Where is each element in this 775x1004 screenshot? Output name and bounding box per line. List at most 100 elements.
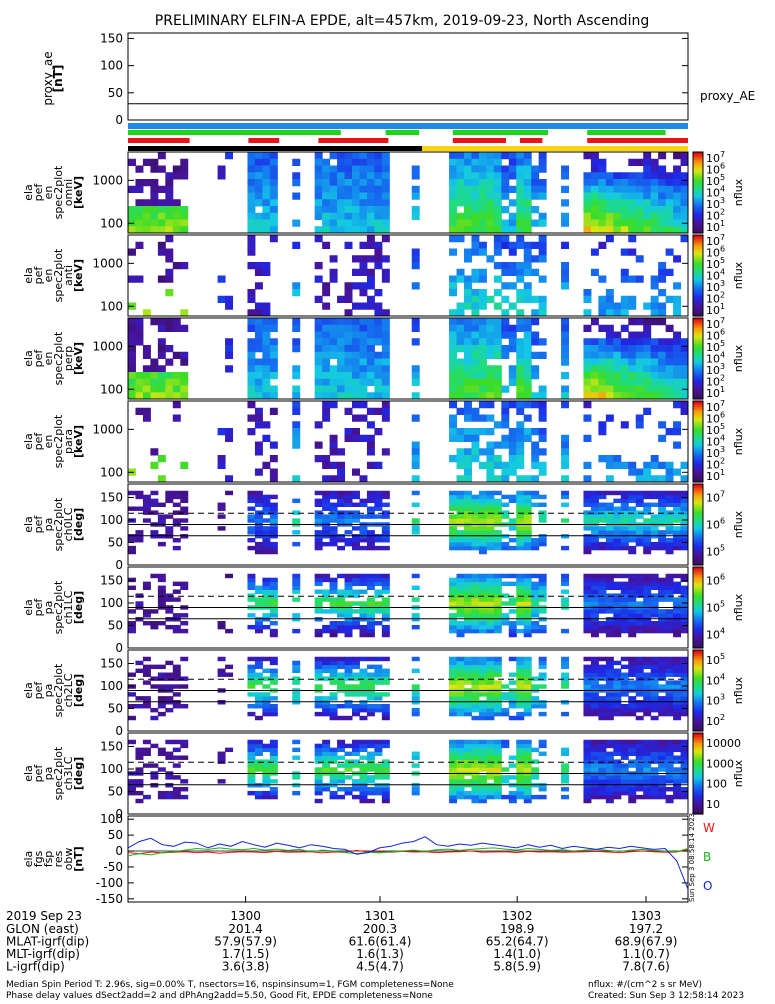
panel-4-cell [150, 448, 159, 456]
panel-1-cell [471, 185, 480, 193]
panel-6-cell [322, 628, 331, 634]
panel-8-cell [352, 779, 360, 784]
panel-5-cell [650, 526, 659, 531]
panel-6-colorbar-seg [693, 589, 703, 592]
panel-8-cell [531, 747, 540, 753]
panel-5-cell [516, 541, 525, 547]
panel-8-cell [374, 747, 383, 753]
panel-1-cell [142, 158, 151, 166]
panel-3-cell [381, 345, 390, 353]
panel-6-colorbar-seg [693, 597, 703, 600]
panel-7-cell [680, 704, 689, 709]
panel-6-cell [172, 597, 181, 602]
panel-1-colorbar-seg [693, 210, 703, 214]
panel-8-cell [269, 790, 278, 796]
panel-3-cell [359, 378, 368, 386]
panel-7-cell [322, 704, 331, 709]
panel-4-cell [478, 401, 487, 409]
panel-2-cell [673, 295, 682, 303]
panel-7-cell [478, 672, 487, 677]
panel-1-colorbar-seg [693, 228, 703, 232]
panel-2-cell [673, 255, 682, 263]
panel-4-cell [381, 448, 390, 456]
panel-8-cell [471, 767, 480, 772]
panel-5-cell [665, 545, 674, 551]
panel-7-cell [635, 680, 644, 685]
panel-6-cell [254, 601, 263, 606]
panel-1-cell [590, 152, 599, 160]
panel-7-cell [486, 715, 495, 721]
panel-8-cell [157, 751, 166, 756]
panel-1-cell [449, 172, 458, 180]
panel-2-cell [292, 282, 301, 290]
panel-8-cell [680, 790, 689, 796]
panel-7-cell [464, 660, 472, 666]
panel-6-cell [464, 593, 472, 598]
panel-5-cell [471, 514, 480, 519]
panel-5-cell [337, 545, 346, 551]
panel-6-cell [673, 624, 682, 630]
panel-4-cell [508, 468, 517, 476]
panel-2-cell [217, 295, 226, 303]
panel-4-cell [598, 421, 607, 429]
panel-3-cell [359, 345, 368, 353]
panel-8-cell [590, 755, 599, 760]
panel-3-cell [381, 385, 390, 393]
panel-8-cell [613, 767, 622, 772]
panel-8-cell [680, 787, 689, 792]
panel-8-cell [165, 755, 174, 760]
panel-3-cell [516, 358, 525, 366]
panel-3-cell [471, 358, 480, 366]
panel-5-cell [374, 498, 383, 504]
panel-8-cell [269, 759, 278, 764]
panel-5-cell [516, 514, 525, 519]
panel-1-cell [523, 158, 532, 166]
panel-3-cell [486, 345, 495, 353]
panel-5-cell [344, 490, 353, 496]
panel-8-cell [411, 751, 420, 756]
panel-5-cell [359, 538, 368, 543]
panel-5-cell [322, 506, 331, 511]
panel-1-cell [157, 185, 166, 193]
panel-6-cell [628, 617, 637, 622]
panel-4-cell [464, 475, 472, 483]
fgs-ylabel-line-2: fsp [42, 851, 55, 868]
panel-3-colorbar-seg [693, 326, 703, 329]
panel-5-cell [620, 494, 629, 500]
panel-3-cell [501, 385, 510, 393]
panel-1-cell [464, 212, 472, 220]
panel-7-colorbar-seg [693, 688, 703, 692]
panel-7-cell [531, 700, 540, 705]
panel-1-cell [665, 192, 674, 200]
panel-5-cell [269, 518, 278, 523]
panel-3-cell [680, 365, 689, 373]
panel-3-cell [628, 345, 637, 353]
panel-5-cell [359, 526, 368, 531]
panel-2-cell [322, 282, 331, 290]
panel-6-cell [665, 624, 674, 630]
panel-8-cell [650, 779, 659, 784]
panel-5-cell [620, 530, 629, 535]
panel-6-cell [493, 589, 502, 594]
panel-5-cell [247, 538, 256, 543]
panel-6-cell [628, 609, 637, 614]
panel-7-colorbar-seg [693, 728, 703, 732]
panel-1-cell [605, 219, 614, 227]
panel-3-cell [620, 385, 629, 393]
panel-6-cell [486, 597, 495, 602]
panel-3-cell [374, 385, 383, 393]
panel-1-cell [329, 212, 338, 220]
panel-8-cell [314, 783, 323, 788]
panel-5-cell [254, 514, 263, 519]
panel-2-cell [471, 241, 480, 249]
panel-6-cell [359, 609, 368, 614]
panel-5-cell [247, 498, 256, 504]
panel-1-cell [658, 165, 667, 173]
panel-8-cell [643, 739, 652, 745]
panel-1-cell [493, 152, 502, 160]
panel-8-cell [658, 794, 667, 800]
panel-3-cell [456, 331, 465, 339]
panel-1-cell [590, 179, 599, 187]
panel-3-cell [598, 378, 607, 386]
panel-1-cell [269, 172, 278, 180]
